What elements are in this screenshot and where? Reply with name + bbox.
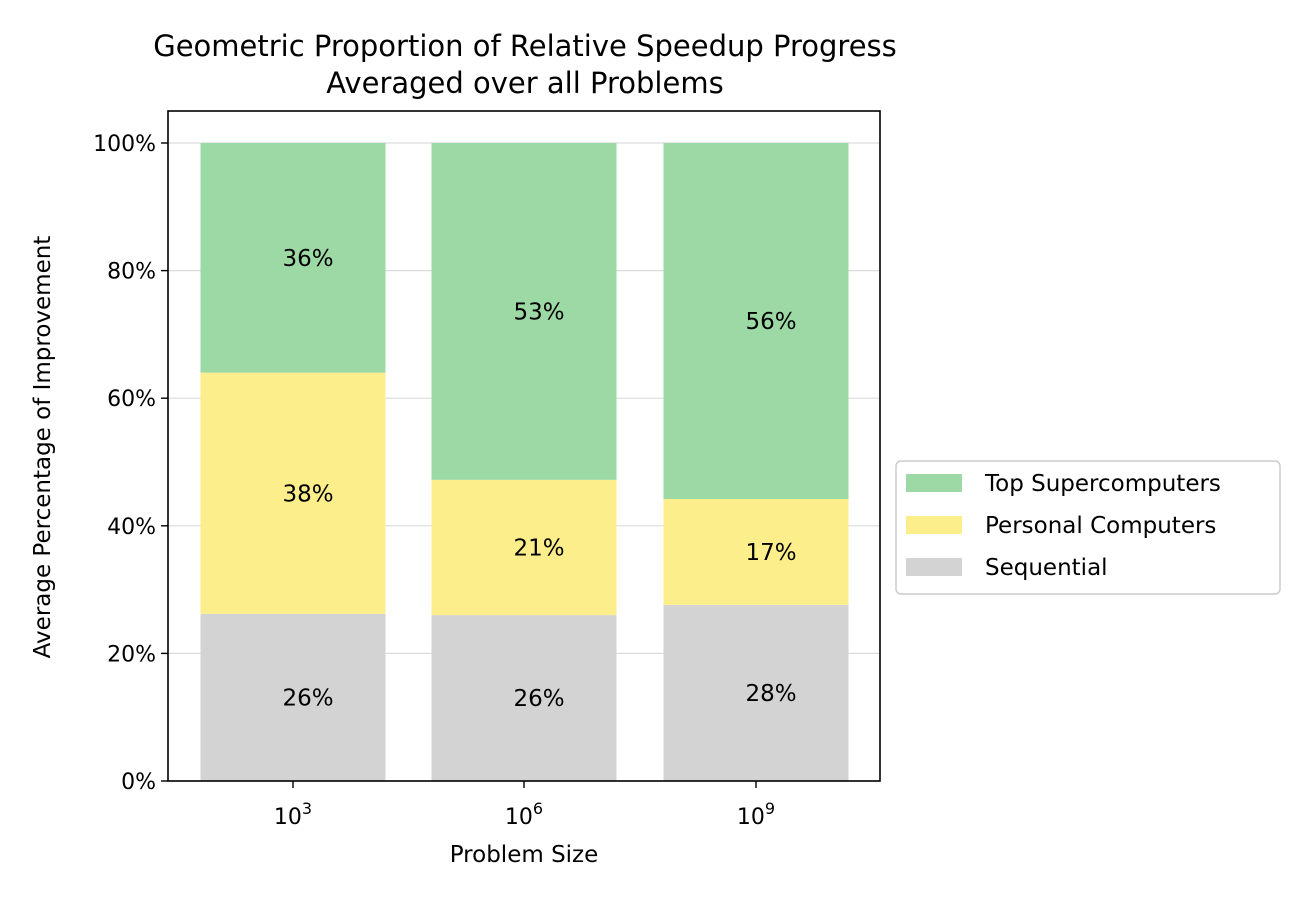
- bar-sequential-1: [431, 615, 617, 781]
- x-axis: 103 106 109: [274, 781, 775, 830]
- legend-label: Personal Computers: [985, 513, 1216, 539]
- bar-top-supercomputers-2: [663, 143, 849, 500]
- data-labels: 26% 38% 36% 26% 21% 53% 28% 17% 56%: [282, 246, 796, 712]
- data-label: 36%: [282, 246, 333, 272]
- y-tick-label: 20%: [107, 642, 156, 667]
- chart-subtitle: Averaged over all Problems: [326, 66, 723, 100]
- legend-swatch: [906, 558, 962, 576]
- bars: [200, 143, 849, 781]
- data-label: 26%: [282, 685, 333, 711]
- data-label: 38%: [282, 481, 333, 507]
- data-label: 21%: [513, 535, 564, 561]
- y-tick-label: 60%: [107, 387, 156, 412]
- bar-personal-computers-1: [431, 479, 617, 616]
- x-tick-label: 103: [274, 799, 312, 830]
- bar-top-supercomputers-1: [431, 143, 617, 480]
- y-axis: 0% 20% 40% 60% 80% 100%: [93, 132, 168, 795]
- x-tick-label: 109: [737, 799, 775, 830]
- y-tick-label: 80%: [107, 260, 156, 285]
- data-label: 26%: [513, 686, 564, 712]
- y-axis-label: Average Percentage of Improvement: [30, 236, 56, 659]
- y-tick-label: 40%: [107, 515, 156, 540]
- bar-top-supercomputers-0: [200, 143, 386, 373]
- legend: Top Supercomputers Personal Computers Sequ…: [895, 460, 1281, 595]
- bar-personal-computers-2: [663, 499, 849, 605]
- legend-label: Top Supercomputers: [984, 471, 1221, 497]
- data-label: 53%: [513, 299, 564, 325]
- x-axis-label: Problem Size: [450, 842, 599, 868]
- legend-frame: [895, 460, 1281, 595]
- bar-sequential-2: [663, 604, 849, 781]
- x-tick-label: 106: [505, 799, 543, 830]
- bar-personal-computers-0: [200, 372, 386, 614]
- legend-swatch: [906, 474, 962, 492]
- chart-title: Geometric Proportion of Relative Speedup…: [153, 29, 897, 63]
- legend-swatch: [906, 516, 962, 534]
- data-label: 56%: [745, 309, 796, 335]
- data-label: 17%: [745, 540, 796, 566]
- y-tick-label: 0%: [121, 770, 156, 795]
- legend-label: Sequential: [985, 555, 1108, 581]
- data-label: 28%: [745, 681, 796, 707]
- bar-sequential-0: [200, 613, 386, 781]
- y-tick-label: 100%: [93, 132, 156, 157]
